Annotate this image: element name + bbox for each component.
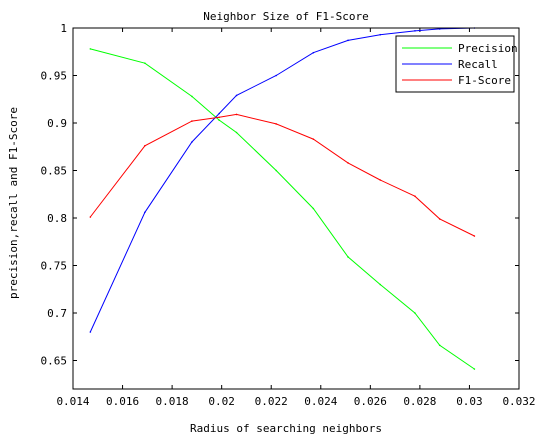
axis-ticks: 0.014 0.016 0.018 0.02 0.022 0.024 0.026 0.028 0…	[41, 22, 536, 408]
x-tick-label: 0.016	[106, 395, 139, 408]
data-point	[275, 123, 277, 125]
data-point	[275, 74, 277, 77]
legend-label: Recall	[458, 58, 498, 71]
data-point	[144, 145, 146, 147]
series-line-f1-score	[89, 113, 475, 237]
y-tick-label: 0.95	[41, 70, 68, 83]
data-point	[235, 113, 238, 116]
x-tick-label: 0.026	[354, 395, 387, 408]
x-tick-label: 0.03	[456, 395, 483, 408]
data-point	[438, 218, 441, 220]
data-point	[312, 51, 315, 54]
x-tick-label: 0.018	[156, 395, 189, 408]
y-tick-label: 0.8	[47, 212, 67, 225]
data-point	[191, 141, 193, 143]
data-point	[144, 211, 146, 214]
data-point	[347, 256, 349, 258]
data-point	[218, 112, 220, 115]
legend-label: F1-Score	[458, 74, 511, 87]
series-lines	[89, 27, 476, 370]
x-tick-label: 0.028	[403, 395, 436, 408]
data-point	[379, 33, 382, 36]
y-tick-label: 0.75	[41, 260, 68, 273]
data-point	[438, 28, 441, 30]
data-point	[414, 30, 416, 32]
x-axis-title: Radius of searching neighbors	[190, 422, 382, 435]
y-tick-label: 0.7	[47, 307, 67, 320]
data-point	[438, 344, 441, 347]
data-point	[235, 94, 238, 97]
plot-area-frame	[72, 27, 520, 390]
chart-title: Neighbor Size of F1-Score	[203, 10, 369, 23]
data-point	[414, 312, 416, 314]
x-tick-label: 0.02	[208, 395, 235, 408]
series-line-recall	[89, 27, 475, 333]
data-point	[191, 120, 193, 122]
x-tick-label: 0.022	[255, 395, 288, 408]
data-point	[473, 235, 476, 237]
data-point	[414, 195, 416, 197]
data-point	[473, 368, 476, 370]
data-point	[347, 162, 349, 164]
series-line-precision	[90, 48, 475, 370]
y-axis-title: precision,recall and F1-Score	[7, 107, 20, 299]
x-tick-label: 0.014	[56, 395, 89, 408]
data-point	[347, 39, 349, 42]
y-tick-label: 1	[60, 22, 67, 35]
data-point	[275, 169, 277, 172]
data-point	[89, 331, 92, 333]
data-point	[89, 48, 92, 50]
y-tick-label: 0.65	[41, 355, 68, 368]
x-tick-label: 0.032	[502, 395, 535, 408]
data-point	[144, 62, 146, 64]
x-tick-label: 0.024	[304, 395, 337, 408]
data-point	[89, 216, 92, 218]
data-point	[218, 119, 220, 121]
data-point	[312, 138, 315, 140]
data-point	[379, 179, 382, 181]
legend-label: Precision	[458, 42, 518, 55]
data-point	[218, 116, 220, 119]
y-tick-label: 0.85	[41, 165, 68, 178]
legend: Precision Recall F1-Score	[395, 35, 518, 93]
data-point	[235, 131, 238, 134]
data-point	[191, 95, 193, 98]
data-point	[312, 207, 315, 210]
y-tick-label: 0.9	[47, 117, 67, 130]
data-point	[379, 283, 382, 286]
